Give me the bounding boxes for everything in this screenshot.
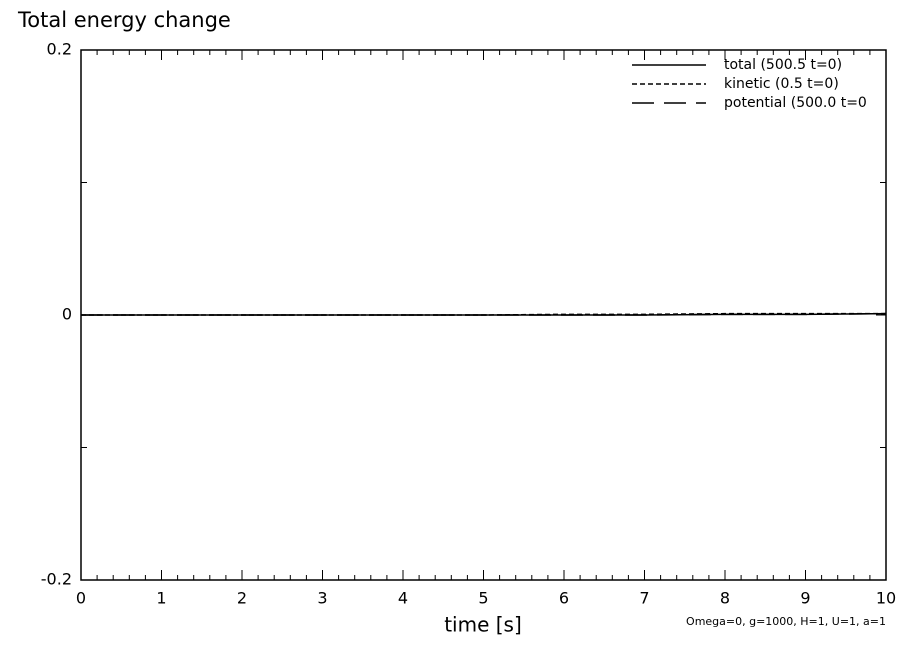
chart-title: Total energy change xyxy=(17,8,231,32)
y-tick-label: 0 xyxy=(62,305,72,324)
legend-label: kinetic (0.5 t=0) xyxy=(724,76,839,92)
y-tick-label: -0.2 xyxy=(41,570,72,589)
legend-label: potential (500.0 t=0 xyxy=(724,95,867,111)
x-tick-label: 9 xyxy=(800,589,810,608)
annotation: Omega=0, g=1000, H=1, U=1, a=1 xyxy=(686,615,886,628)
x-tick-label: 3 xyxy=(317,589,327,608)
x-tick-label: 8 xyxy=(720,589,730,608)
x-tick-label: 7 xyxy=(639,589,649,608)
x-tick-label: 4 xyxy=(398,589,408,608)
y-tick-label: 0.2 xyxy=(47,40,72,59)
x-axis-label: time [s] xyxy=(444,613,522,637)
x-tick-label: 1 xyxy=(156,589,166,608)
x-tick-label: 5 xyxy=(478,589,488,608)
x-tick-label: 10 xyxy=(876,589,896,608)
x-tick-label: 0 xyxy=(76,589,86,608)
x-tick-label: 2 xyxy=(237,589,247,608)
series-line xyxy=(81,312,887,316)
legend-label: total (500.5 t=0) xyxy=(724,57,842,73)
x-tick-label: 6 xyxy=(559,589,569,608)
